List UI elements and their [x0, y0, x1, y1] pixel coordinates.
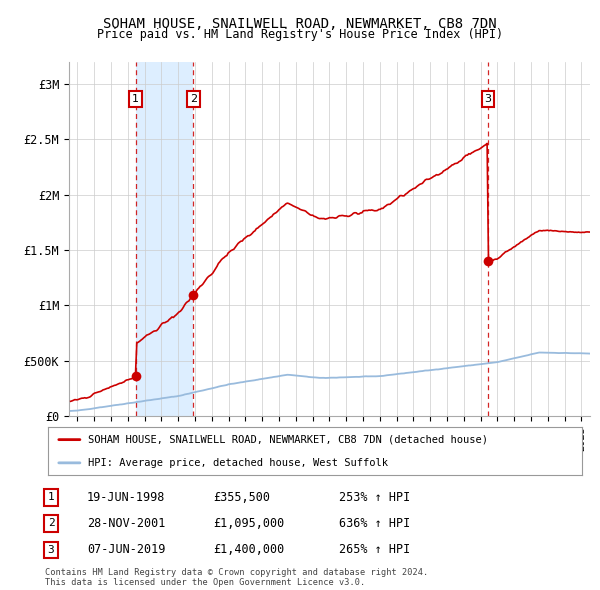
Text: 2: 2: [190, 94, 197, 104]
Text: 265% ↑ HPI: 265% ↑ HPI: [339, 543, 410, 556]
Text: 3: 3: [47, 545, 55, 555]
Text: 2: 2: [47, 519, 55, 528]
Text: £1,400,000: £1,400,000: [213, 543, 284, 556]
Bar: [136, 62, 193, 416]
Text: 636% ↑ HPI: 636% ↑ HPI: [339, 517, 410, 530]
Text: 1: 1: [47, 493, 55, 502]
Text: 3: 3: [484, 94, 491, 104]
Text: 28-NOV-2001: 28-NOV-2001: [87, 517, 166, 530]
Text: 253% ↑ HPI: 253% ↑ HPI: [339, 491, 410, 504]
Text: 19-JUN-1998: 19-JUN-1998: [87, 491, 166, 504]
Text: £355,500: £355,500: [213, 491, 270, 504]
Text: SOHAM HOUSE, SNAILWELL ROAD, NEWMARKET, CB8 7DN: SOHAM HOUSE, SNAILWELL ROAD, NEWMARKET, …: [103, 17, 497, 31]
Text: SOHAM HOUSE, SNAILWELL ROAD, NEWMARKET, CB8 7DN (detached house): SOHAM HOUSE, SNAILWELL ROAD, NEWMARKET, …: [88, 435, 488, 445]
Text: Contains HM Land Registry data © Crown copyright and database right 2024.
This d: Contains HM Land Registry data © Crown c…: [45, 568, 428, 587]
Text: £1,095,000: £1,095,000: [213, 517, 284, 530]
Text: Price paid vs. HM Land Registry's House Price Index (HPI): Price paid vs. HM Land Registry's House …: [97, 28, 503, 41]
Text: 1: 1: [132, 94, 139, 104]
Text: 07-JUN-2019: 07-JUN-2019: [87, 543, 166, 556]
Text: HPI: Average price, detached house, West Suffolk: HPI: Average price, detached house, West…: [88, 458, 388, 468]
